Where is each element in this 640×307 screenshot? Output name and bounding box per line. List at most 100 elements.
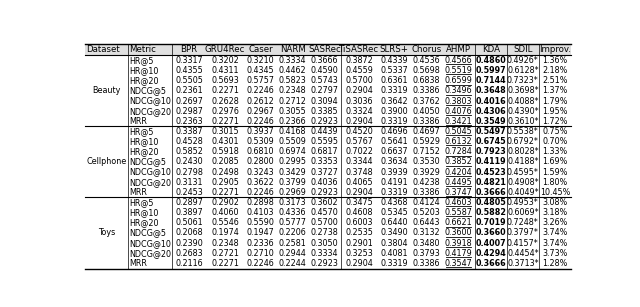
Text: 0.3666: 0.3666: [476, 188, 506, 197]
Text: 0.3050: 0.3050: [311, 239, 339, 248]
Text: 0.2246: 0.2246: [246, 188, 275, 197]
Text: Beauty: Beauty: [92, 86, 120, 95]
Text: 0.2967: 0.2967: [246, 107, 275, 116]
Text: HR@10: HR@10: [129, 137, 159, 146]
Text: 0.2904: 0.2904: [346, 259, 373, 268]
Text: 0.5700: 0.5700: [311, 218, 339, 227]
Text: 0.3803: 0.3803: [445, 97, 472, 106]
Text: 0.6817: 0.6817: [311, 147, 339, 156]
Text: 0.7019: 0.7019: [476, 218, 506, 227]
Text: 0.6599: 0.6599: [445, 76, 472, 85]
Text: 0.3698*: 0.3698*: [507, 86, 539, 95]
Text: 0.2901: 0.2901: [346, 239, 373, 248]
Text: SASRec: SASRec: [308, 45, 341, 54]
Text: 1.95%: 1.95%: [542, 107, 568, 116]
Text: 0.3055: 0.3055: [279, 107, 307, 116]
Text: 1.37%: 1.37%: [542, 86, 568, 95]
Text: 0.6745: 0.6745: [476, 137, 506, 146]
Text: 0.3634: 0.3634: [381, 157, 408, 166]
Text: 0.5505: 0.5505: [175, 76, 203, 85]
Text: 0.3799: 0.3799: [278, 178, 307, 187]
Text: 0.4168: 0.4168: [279, 127, 307, 136]
Text: 0.3385: 0.3385: [311, 107, 339, 116]
Text: 0.4088*: 0.4088*: [507, 97, 539, 106]
Text: 0.2430: 0.2430: [175, 157, 203, 166]
Text: 0.3918: 0.3918: [445, 239, 472, 248]
Text: 0.3319: 0.3319: [381, 117, 408, 126]
Text: 0.3344: 0.3344: [346, 157, 373, 166]
Text: HR@20: HR@20: [129, 218, 159, 227]
Text: 0.2246: 0.2246: [246, 259, 275, 268]
Text: 0.4566: 0.4566: [445, 56, 472, 65]
Text: 0.6792*: 0.6792*: [507, 137, 539, 146]
Text: 0.5337: 0.5337: [380, 66, 408, 75]
Text: 0.3386: 0.3386: [413, 86, 440, 95]
Text: 0.2246: 0.2246: [246, 117, 275, 126]
Text: 0.3317: 0.3317: [175, 56, 203, 65]
Text: 0.6003: 0.6003: [346, 218, 373, 227]
Text: 0.4050: 0.4050: [413, 107, 440, 116]
Text: 0.5587: 0.5587: [445, 208, 472, 217]
Text: 0.4608: 0.4608: [346, 208, 373, 217]
Text: 1.59%: 1.59%: [542, 168, 568, 177]
Text: 0.3937: 0.3937: [246, 127, 275, 136]
Text: 0.3852: 0.3852: [445, 157, 472, 166]
Text: 1.79%: 1.79%: [542, 97, 568, 106]
Text: 0.4559: 0.4559: [346, 66, 374, 75]
Text: 0.2068: 0.2068: [175, 228, 203, 238]
Text: 0.3929: 0.3929: [413, 168, 440, 177]
Text: 0.2348: 0.2348: [279, 86, 307, 95]
Bar: [85, 44, 571, 55]
Text: 0.6132: 0.6132: [445, 137, 472, 146]
Text: MRR: MRR: [129, 188, 147, 197]
Text: 0.4188*: 0.4188*: [507, 157, 539, 166]
Text: 0.2923: 0.2923: [311, 188, 339, 197]
Text: 0.3642: 0.3642: [381, 97, 408, 106]
Text: 0.4528: 0.4528: [175, 137, 203, 146]
Text: 0.3429: 0.3429: [279, 168, 307, 177]
Text: 0.3387: 0.3387: [175, 127, 203, 136]
Text: 0.3475: 0.3475: [346, 198, 373, 207]
Text: 0.2498: 0.2498: [211, 168, 239, 177]
Text: 0.5882: 0.5882: [476, 208, 506, 217]
Text: 0.6974: 0.6974: [279, 147, 307, 156]
Text: 0.7923: 0.7923: [476, 147, 506, 156]
Text: 0.6440: 0.6440: [381, 218, 408, 227]
Text: 0.4805: 0.4805: [476, 198, 506, 207]
Text: 0.3253: 0.3253: [346, 249, 373, 258]
Text: 0.2453: 0.2453: [175, 188, 203, 197]
Text: 0.2206: 0.2206: [279, 228, 307, 238]
Text: 0.2904: 0.2904: [346, 188, 373, 197]
Text: 0.4119: 0.4119: [476, 157, 506, 166]
Text: 0.7152: 0.7152: [413, 147, 440, 156]
Text: 0.4081: 0.4081: [381, 249, 408, 258]
Text: KDA: KDA: [482, 45, 500, 54]
Text: SDIL: SDIL: [513, 45, 532, 54]
Text: 0.5767: 0.5767: [346, 137, 374, 146]
Text: 0.3666: 0.3666: [476, 259, 506, 268]
Text: 0.5045: 0.5045: [445, 127, 472, 136]
Text: 0.5693: 0.5693: [211, 76, 239, 85]
Text: 0.2244: 0.2244: [279, 259, 307, 268]
Text: 0.2902: 0.2902: [211, 198, 239, 207]
Text: NDCG@10: NDCG@10: [129, 168, 171, 177]
Text: 0.4016: 0.4016: [476, 97, 506, 106]
Text: 1.28%: 1.28%: [542, 259, 568, 268]
Text: 2.51%: 2.51%: [542, 76, 568, 85]
Text: 0.2995: 0.2995: [278, 157, 307, 166]
Text: 0.5509: 0.5509: [278, 137, 307, 146]
Text: HR@5: HR@5: [129, 127, 154, 136]
Text: 0.2923: 0.2923: [311, 259, 339, 268]
Text: 0.5777: 0.5777: [278, 218, 307, 227]
Text: 0.3173: 0.3173: [279, 198, 307, 207]
Text: 0.4697: 0.4697: [413, 127, 440, 136]
Text: 0.2797: 0.2797: [311, 86, 339, 95]
Text: 0.4294: 0.4294: [476, 249, 506, 258]
Text: 0.5852: 0.5852: [175, 147, 203, 156]
Text: 0.5823: 0.5823: [279, 76, 307, 85]
Text: 0.3480: 0.3480: [413, 239, 440, 248]
Text: MRR: MRR: [129, 117, 147, 126]
Text: 0.2271: 0.2271: [211, 259, 239, 268]
Text: NDCG@10: NDCG@10: [129, 239, 171, 248]
Text: GRU4Rec: GRU4Rec: [205, 45, 245, 54]
